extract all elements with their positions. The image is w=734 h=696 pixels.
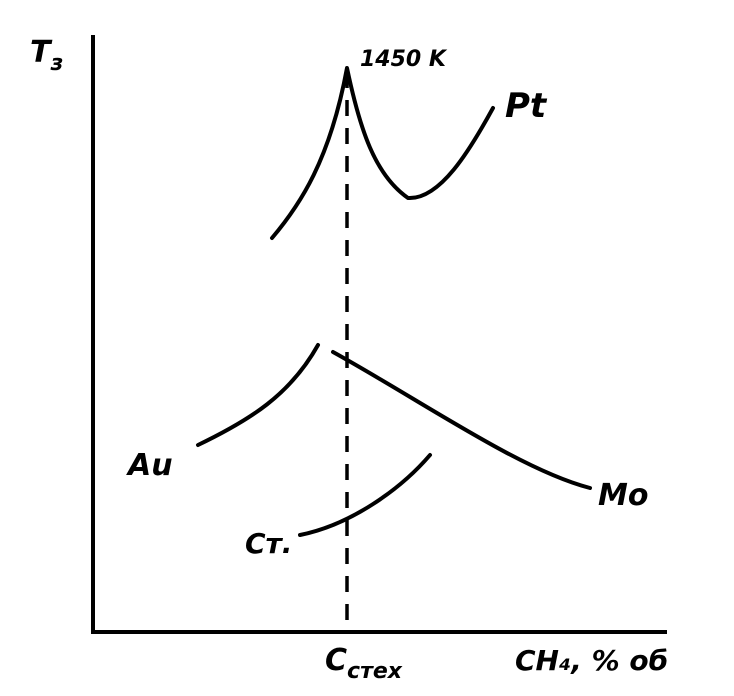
x-marker-label: Cстех (325, 643, 403, 684)
curve-label: Cт. (245, 527, 292, 560)
peak-label: 1450 K (360, 47, 448, 72)
y-label-sub: з (49, 51, 63, 76)
x-marker-main: C (325, 643, 347, 678)
curve-label: Pt (505, 86, 548, 126)
curve-label: Mo (598, 478, 648, 513)
curve-au (196, 343, 320, 447)
curve-mo (331, 350, 592, 490)
y-label-main: T (30, 35, 53, 70)
x-marker-sub: стех (347, 659, 403, 684)
curve-label: Au (126, 448, 173, 483)
curve-cr (298, 453, 432, 537)
y-axis-label: Tз (30, 35, 63, 76)
x-axis-label: CH₄, % об (515, 644, 668, 677)
curve-pt (270, 66, 495, 240)
